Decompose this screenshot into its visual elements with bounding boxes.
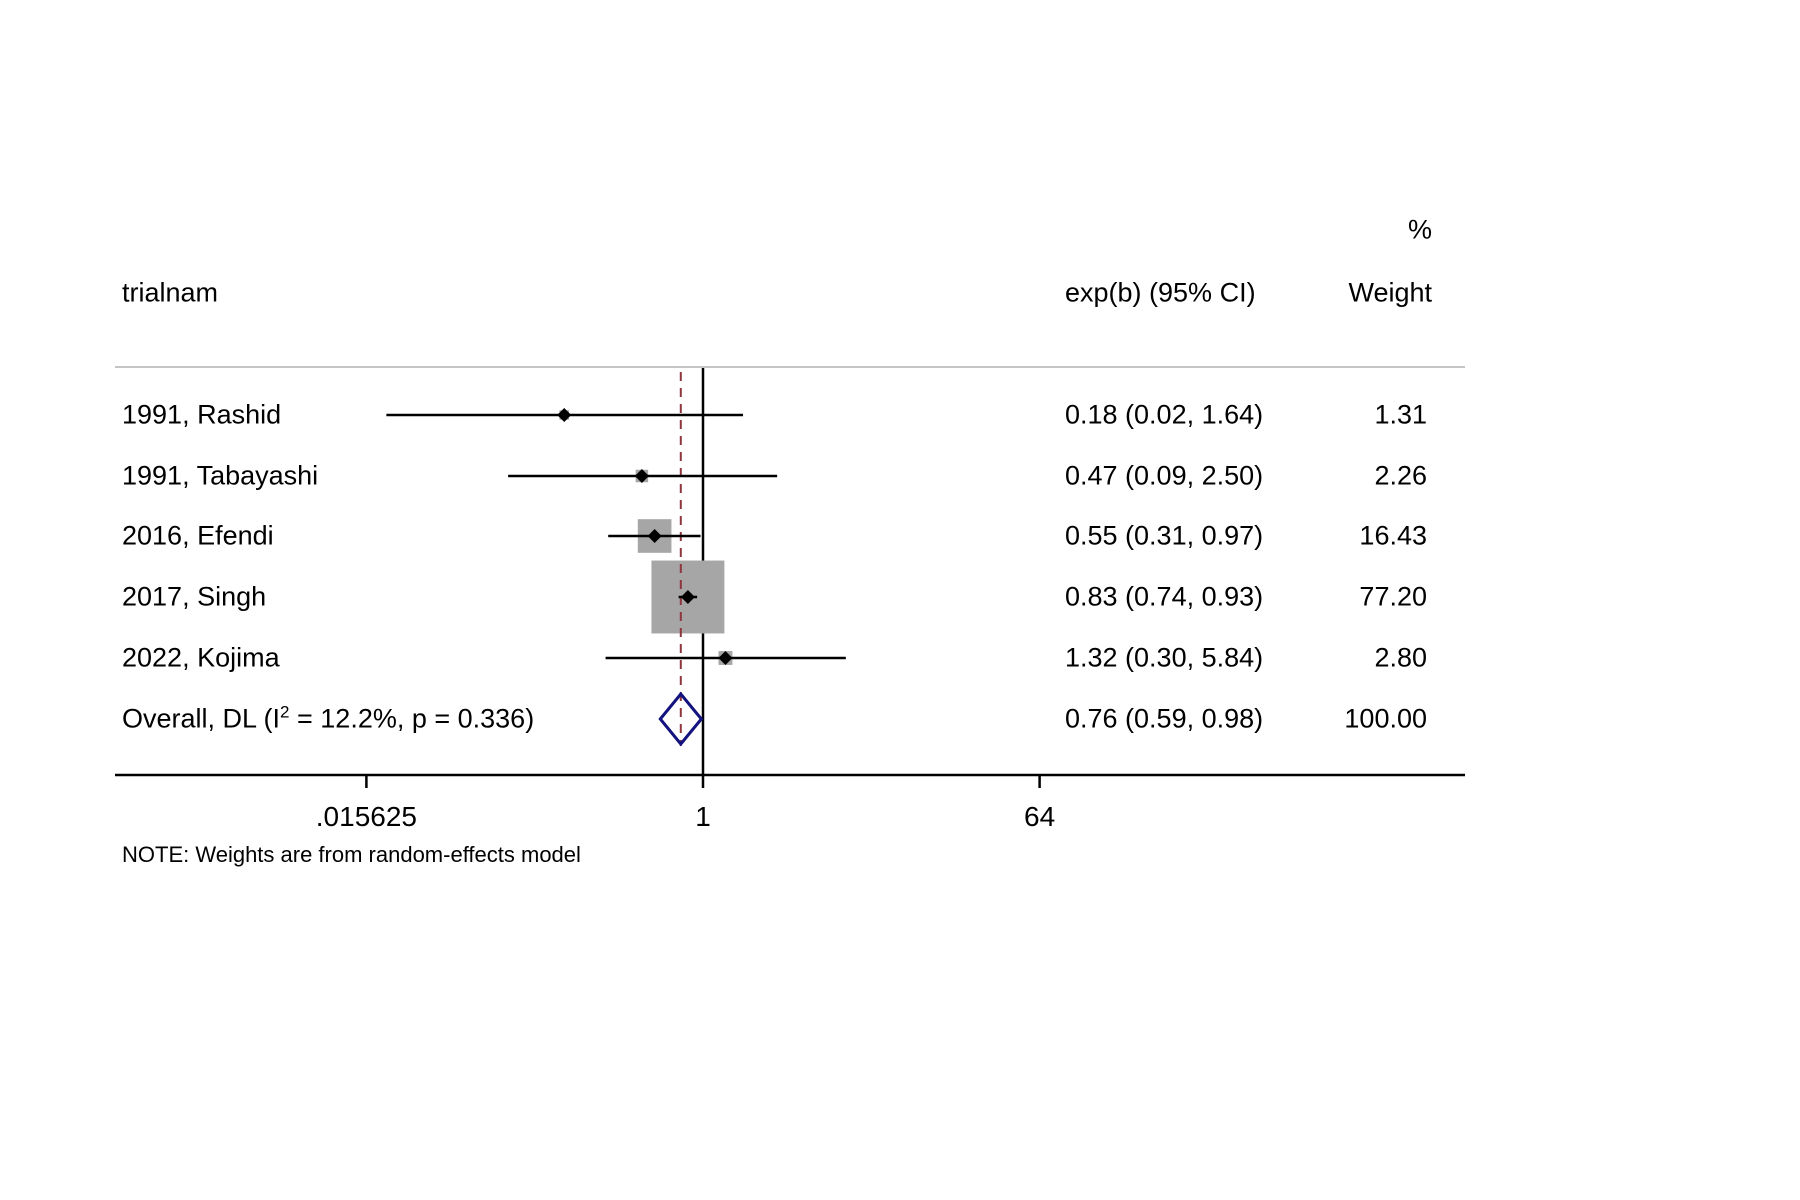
study-ci-text: 0.47 (0.09, 2.50) [1065, 460, 1264, 491]
overall-label: Overall, DL (I2 = 12.2%, p = 0.336) [122, 704, 534, 735]
effect-marker [718, 651, 733, 665]
study-weight-text: 16.43 [1359, 520, 1427, 551]
effect-column-header: exp(b) (95% CI) [1065, 277, 1256, 308]
effect-marker [557, 408, 572, 422]
study-ci-text: 1.32 (0.30, 5.84) [1065, 642, 1264, 673]
overall-ci-text: 0.76 (0.59, 0.98) [1065, 703, 1264, 734]
effect-marker [647, 529, 662, 543]
overall-label-prefix: Overall, DL (I [122, 703, 281, 734]
effect-marker [634, 469, 649, 483]
study-label: 1991, Tabayashi [122, 460, 319, 491]
x-tick-label: 1 [695, 801, 711, 832]
study-ci-text: 0.55 (0.31, 0.97) [1065, 520, 1264, 551]
x-tick-label: 64 [1024, 801, 1056, 832]
study-label: 2017, Singh [122, 581, 267, 612]
study-weight-text: 2.26 [1374, 460, 1427, 491]
header-separator [115, 366, 1465, 368]
trial-column-header: trialnam [122, 277, 219, 308]
effect-marker [680, 590, 695, 604]
study-label: 2022, Kojima [122, 642, 280, 673]
percent-header: % [1407, 214, 1432, 245]
overall-diamond [658, 691, 704, 747]
x-tick-label: .015625 [315, 801, 417, 832]
study-label: 2016, Efendi [122, 520, 274, 551]
study-weight-text: 77.20 [1359, 581, 1427, 612]
study-weight-text: 2.80 [1374, 642, 1427, 673]
note-text: NOTE: Weights are from random-effects mo… [122, 842, 581, 867]
study-label: 1991, Rashid [122, 399, 282, 430]
overall-label-sup: 2 [280, 702, 290, 722]
study-weight-text: 1.31 [1374, 399, 1427, 430]
weight-column-header: Weight [1348, 277, 1432, 308]
study-ci-text: 0.83 (0.74, 0.93) [1065, 581, 1264, 612]
study-ci-text: 0.18 (0.02, 1.64) [1065, 399, 1264, 430]
overall-label-suffix: = 12.2%, p = 0.336) [289, 703, 535, 734]
overall-weight-text: 100.00 [1344, 703, 1427, 734]
